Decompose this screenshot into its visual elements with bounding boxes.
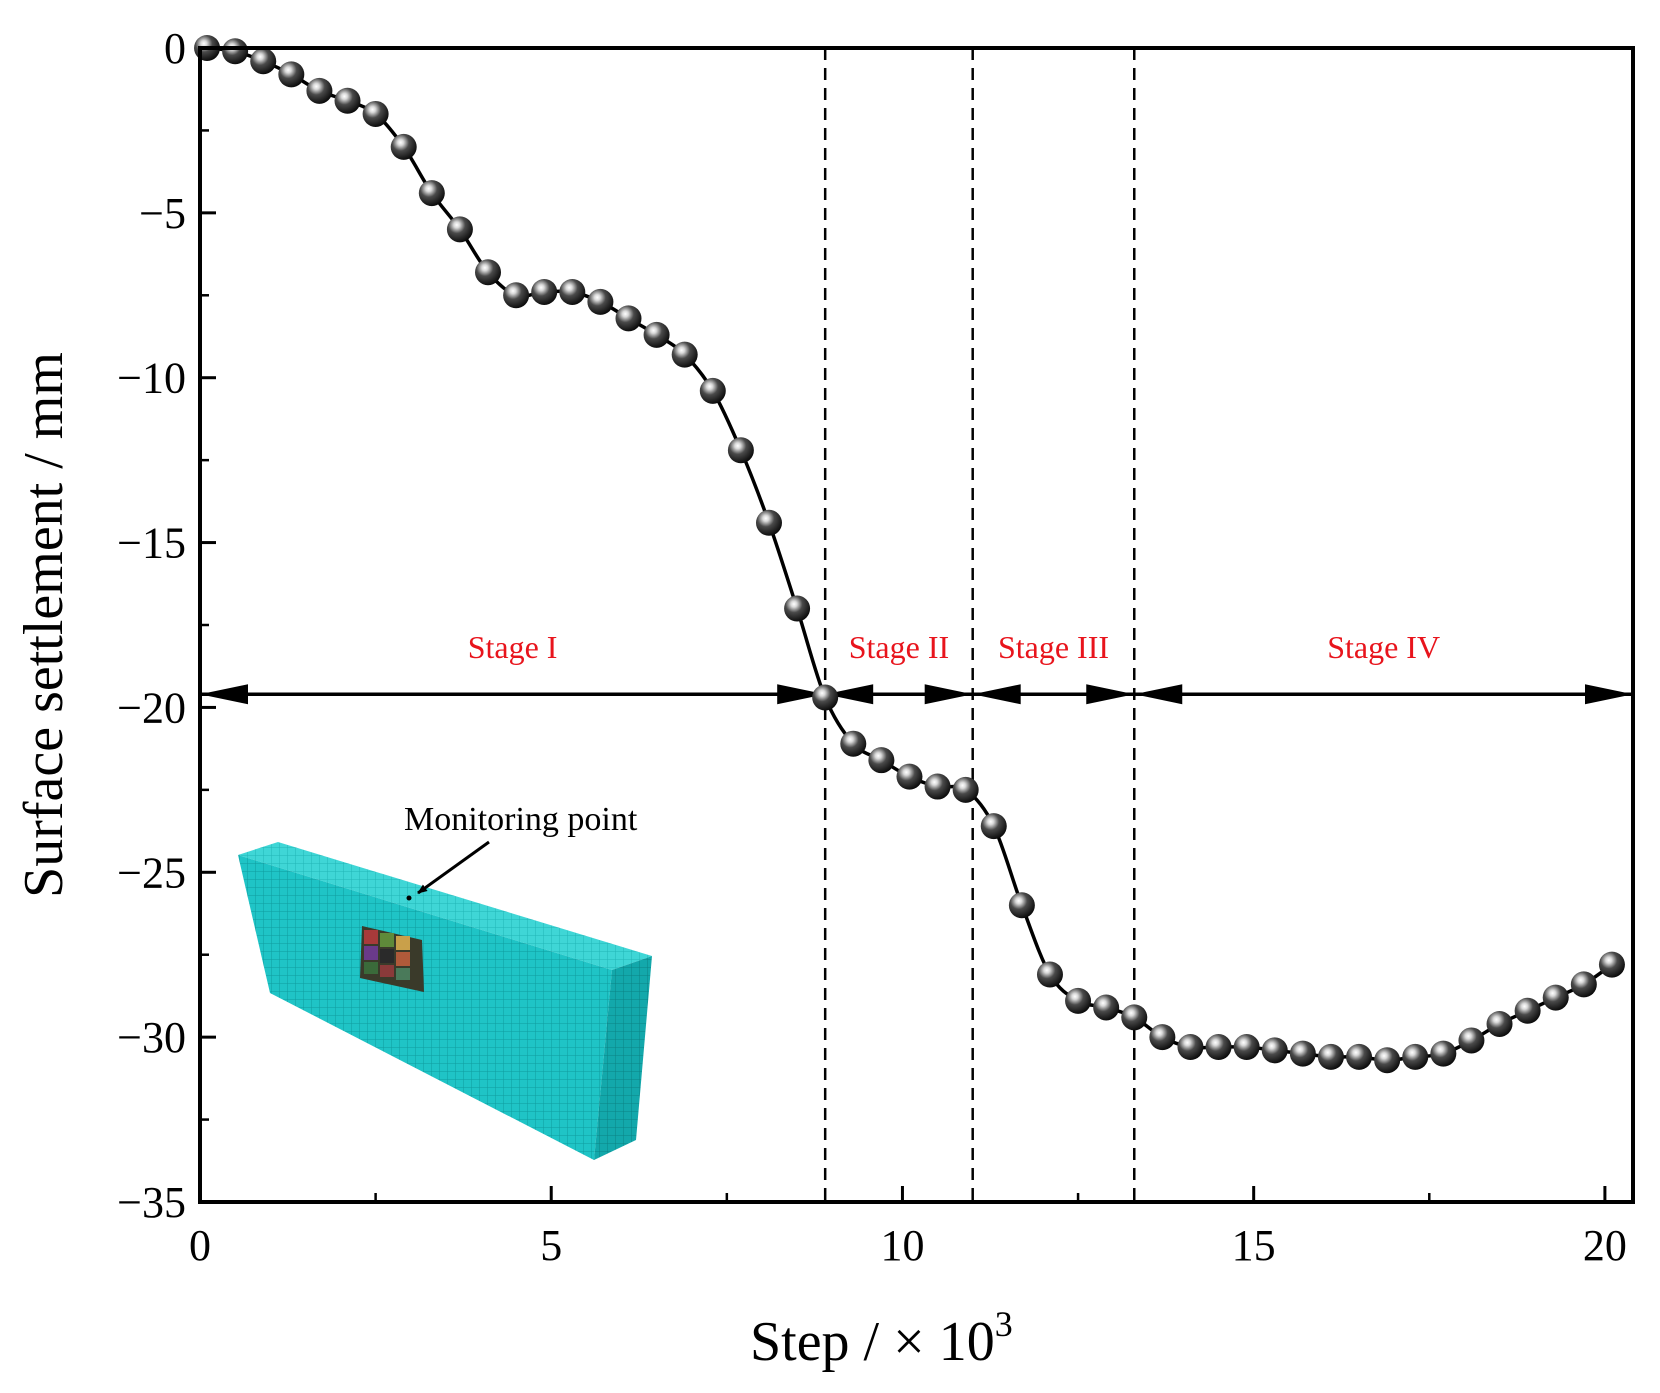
data-point	[587, 288, 614, 315]
data-point	[643, 321, 670, 348]
data-point	[1233, 1034, 1260, 1061]
stage-arrowhead-right	[924, 684, 973, 705]
data-point	[952, 776, 979, 803]
y-axis-title: Surface settlement / mm	[13, 352, 75, 898]
data-point	[1093, 994, 1120, 1021]
stage-label: Stage I	[468, 629, 558, 665]
stage-arrowhead-right	[777, 684, 826, 705]
data-point	[980, 813, 1007, 840]
y-tick-label: −15	[117, 519, 186, 568]
data-point	[446, 216, 473, 243]
data-point	[1121, 1004, 1148, 1031]
stage-arrowhead-left	[200, 684, 248, 705]
series-layer	[194, 35, 1625, 1074]
data-point	[1570, 971, 1597, 998]
stage-arrowhead-right	[1585, 684, 1633, 705]
data-point	[1289, 1040, 1316, 1067]
data-point	[1542, 984, 1569, 1011]
data-point	[1458, 1027, 1485, 1054]
monitoring-point-arrow	[417, 840, 490, 895]
data-point	[278, 61, 305, 88]
data-point	[1374, 1047, 1401, 1074]
model-inset: Monitoring point	[238, 801, 652, 1160]
y-tick-label: 0	[164, 24, 186, 73]
data-point	[390, 133, 417, 160]
data-point	[559, 278, 586, 305]
data-point	[306, 77, 333, 104]
x-tick-label: 5	[540, 1221, 562, 1270]
data-point	[896, 763, 923, 790]
monitoring-point-marker	[406, 895, 412, 901]
x-tick-label: 20	[1583, 1221, 1627, 1270]
model-front-face	[238, 855, 612, 1160]
stage-arrowhead-left	[1134, 684, 1183, 705]
data-point	[784, 595, 811, 622]
data-point	[699, 377, 726, 404]
y-tick-label: −35	[117, 1178, 186, 1227]
data-point	[1598, 951, 1625, 978]
data-point	[362, 100, 389, 127]
data-point	[924, 773, 951, 800]
data-point	[1036, 961, 1063, 988]
y-tick-label: −20	[117, 683, 186, 732]
data-point	[250, 48, 277, 75]
stage-arrowhead-left	[972, 684, 1021, 705]
stage-label: Stage III	[998, 629, 1109, 665]
data-point	[840, 730, 867, 757]
data-point	[812, 684, 839, 711]
model-top-face	[238, 842, 652, 970]
monitoring-point-label: Monitoring point	[404, 801, 638, 838]
data-point	[868, 747, 895, 774]
data-point	[503, 282, 530, 309]
stage-arrowhead-left	[825, 684, 874, 705]
data-point	[334, 87, 361, 114]
x-tick-label: 0	[189, 1221, 211, 1270]
data-point	[615, 305, 642, 332]
data-point	[1486, 1010, 1513, 1037]
data-point	[531, 278, 558, 305]
data-point	[475, 259, 502, 286]
y-tick-label: −5	[139, 189, 186, 238]
data-point	[1346, 1043, 1373, 1070]
data-point	[222, 38, 249, 65]
y-tick-label: −10	[117, 354, 186, 403]
data-point	[727, 437, 754, 464]
stage-label: Stage IV	[1327, 629, 1440, 665]
data-point	[1149, 1024, 1176, 1051]
y-tick-label: −30	[117, 1013, 186, 1062]
x-tick-label: 15	[1232, 1221, 1276, 1270]
data-point	[1514, 997, 1541, 1024]
data-point	[1205, 1034, 1232, 1061]
data-point	[671, 341, 698, 368]
data-point	[1177, 1034, 1204, 1061]
data-point	[1430, 1040, 1457, 1067]
y-tick-label: −25	[117, 848, 186, 897]
data-point	[755, 509, 782, 536]
data-point	[418, 180, 445, 207]
data-point	[1317, 1043, 1344, 1070]
data-point	[1261, 1037, 1288, 1064]
data-point	[1402, 1043, 1429, 1070]
data-point	[1065, 987, 1092, 1014]
data-point	[1008, 892, 1035, 919]
x-axis-title: Step / × 103	[750, 1304, 1013, 1373]
stage-label: Stage II	[849, 629, 949, 665]
tunnel-excavation-region	[360, 926, 424, 992]
stage-arrowhead-right	[1086, 684, 1135, 705]
x-tick-label: 10	[880, 1221, 924, 1270]
model-side-face	[594, 956, 652, 1160]
axes: 0 5 10 15 20 0 −5 −10 −15 −20 −25 −30 −35	[117, 24, 1627, 1270]
